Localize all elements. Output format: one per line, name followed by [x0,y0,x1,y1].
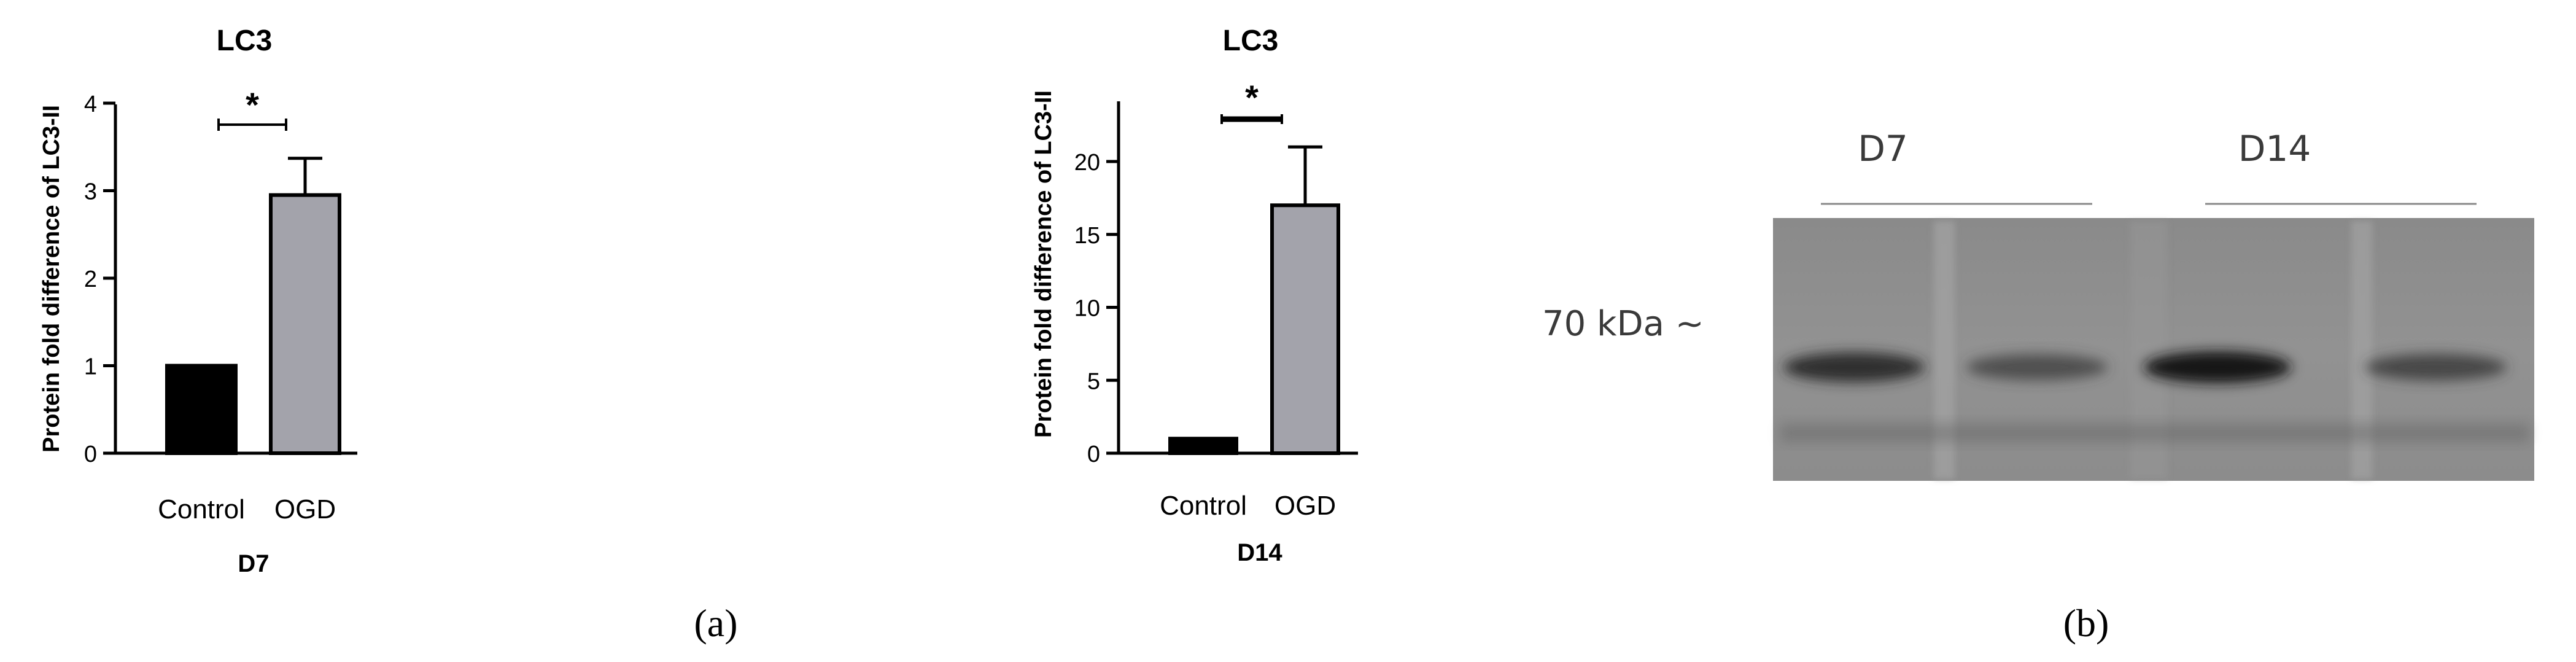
bar-ogd [269,193,341,455]
x-axis-label: D7 [238,550,269,577]
y-tick-label: 5 [1087,368,1100,394]
x-tick-label-ogd: OGD [274,494,336,524]
y-tick-label: 0 [84,442,97,467]
blot-bands [1783,351,2507,383]
western-blot: D7 D14 70 kDa ~ [1542,128,2534,481]
blot-band [1783,352,1925,383]
bar-control [165,364,238,455]
y-tick-label: 15 [1074,223,1100,249]
y-tick-label: 1 [84,354,97,380]
bar-ogd [1270,203,1340,455]
significance-star: * [1245,78,1259,117]
y-tick-label: 0 [1087,442,1100,467]
lower-band-haze [1780,424,2529,442]
significance-bracket: * [217,85,287,131]
y-axis-label: Protein fold difference of LC3-II [39,105,64,453]
y-axis: 0 5 10 15 20 [1074,101,1120,467]
x-tick-label-control: Control [158,494,245,524]
significance-star: * [246,85,259,124]
molecular-weight-marker: 70 kDa ~ [1542,304,1704,344]
y-tick-label: 20 [1074,150,1100,176]
blot-band [2144,351,2291,383]
panel-label-a: (a) [694,601,737,645]
y-tick-label: 10 [1074,296,1100,322]
chart-d14: LC3 Protein fold difference of LC3-II 0 5… [1031,25,1358,566]
blot-group-label-d14: D14 [2238,128,2311,169]
y-tick-label: 4 [84,92,97,117]
chart-d7: LC3 Protein fold difference of LC3-II 0 1… [39,25,357,577]
bar-control [1168,437,1238,455]
chart-title: LC3 [217,25,273,57]
blot-band [1966,354,2108,381]
significance-bracket: * [1220,78,1283,124]
y-tick-label: 3 [84,179,97,205]
panel-label-b: (b) [2063,601,2109,645]
chart-title: LC3 [1223,25,1279,57]
x-axis-label: D14 [1237,539,1282,566]
blot-group-label-d7: D7 [1858,128,1908,169]
y-axis: 0 1 2 3 4 [84,92,117,467]
y-tick-label: 2 [84,267,97,292]
y-axis-label: Protein fold difference of LC3-II [1031,90,1057,438]
x-tick-label-ogd: OGD [1274,491,1336,521]
blot-band [2365,354,2507,381]
x-tick-label-control: Control [1160,491,1247,521]
